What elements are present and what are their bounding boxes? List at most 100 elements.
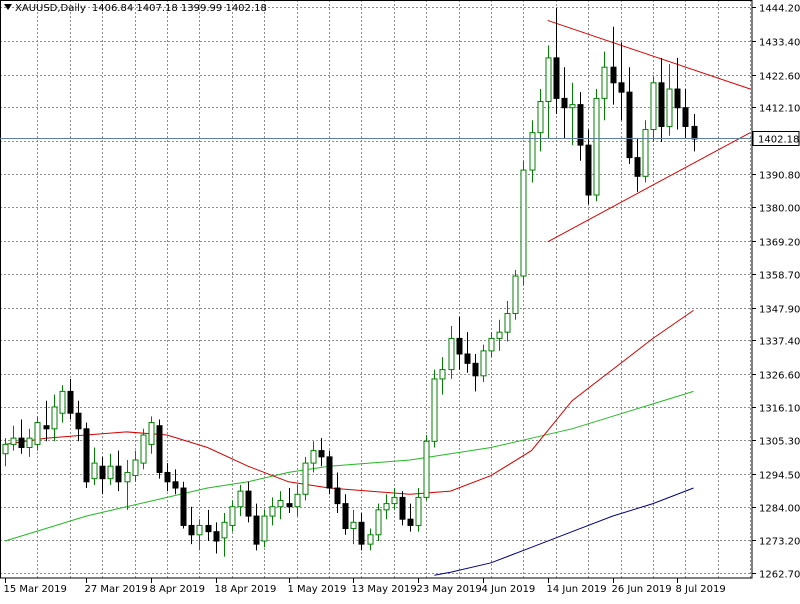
candle-bull <box>367 534 374 545</box>
grid <box>0 0 752 578</box>
y-tick-label: 1444.20 <box>759 4 800 15</box>
candle-bull <box>196 524 203 536</box>
candle-bear <box>626 91 633 159</box>
candle-bear <box>472 362 479 377</box>
x-tick-label: 23 May 2019 <box>417 584 482 595</box>
candle-bear <box>83 428 90 483</box>
candle-bull <box>415 496 422 526</box>
y-tick-label: 1273.20 <box>759 537 800 548</box>
candle-bull <box>269 506 276 517</box>
triangle-lower-line <box>547 132 751 243</box>
candle-bear <box>682 107 689 127</box>
candle-bull <box>391 496 398 505</box>
x-tick-label: 8 Jul 2019 <box>676 584 726 595</box>
ma-fast-line <box>4 309 694 495</box>
candle-bull <box>504 312 511 333</box>
moving-averages <box>4 309 694 576</box>
current-price-tag: 1402.18 <box>752 131 800 146</box>
candle-bear <box>691 125 698 140</box>
candle-bull <box>294 493 301 508</box>
candle-bear <box>205 524 212 533</box>
candle-bear <box>156 425 163 473</box>
candle-bull <box>431 378 438 442</box>
candle-bear <box>164 471 171 483</box>
y-tick-label: 1284.00 <box>759 504 800 515</box>
x-tick-label: 27 Mar 2019 <box>85 584 148 595</box>
y-tick-label: 1369.20 <box>759 238 800 249</box>
x-tick-label: 8 Apr 2019 <box>150 584 205 595</box>
candle-bear <box>245 490 252 517</box>
candle-bull <box>423 440 430 498</box>
candle-bull <box>59 390 66 414</box>
candle-bull <box>107 465 114 480</box>
candle-bull <box>496 331 503 339</box>
x-tick-label: 26 Jun 2019 <box>612 584 672 595</box>
ma-slow-line <box>434 487 694 576</box>
candle-bull <box>488 337 495 352</box>
y-tick-label: 1316.10 <box>759 404 800 415</box>
candle-bull <box>480 350 487 377</box>
dropdown-arrow-icon[interactable] <box>4 4 12 10</box>
candle-bull <box>277 499 284 508</box>
candle-bear <box>253 515 260 545</box>
candle-bull <box>666 88 673 127</box>
candle-bull <box>148 422 155 445</box>
candle-bull <box>439 369 446 380</box>
candle-bull <box>569 104 576 109</box>
current-price-box <box>752 131 800 146</box>
candle-bear <box>188 524 195 536</box>
candle-bear <box>561 97 568 109</box>
candle-bear <box>334 487 341 505</box>
candle-bear <box>585 144 592 196</box>
candle-bull <box>140 434 147 464</box>
candle-bear <box>115 465 122 483</box>
candle-bull <box>545 57 552 103</box>
candle-bear <box>358 521 365 545</box>
candle-bear <box>67 390 74 414</box>
y-tick-label: 1422.60 <box>759 72 800 83</box>
plot-frame <box>0 0 753 579</box>
candle-bear <box>318 450 325 458</box>
candle-bear <box>213 531 220 542</box>
triangle-upper-line <box>547 19 751 90</box>
ohlc-label: 1406.84 1407.18 1399.99 1402.18 <box>91 3 267 14</box>
y-tick-label: 1358.70 <box>759 271 800 282</box>
chart-header: XAUUSD,Daily 1406.84 1407.18 1399.99 1402… <box>4 3 267 14</box>
candle-bull <box>26 437 33 449</box>
candle-bull <box>350 521 357 530</box>
candle-bear <box>326 456 333 489</box>
candle-bear <box>553 57 560 99</box>
candle-bull <box>520 169 527 277</box>
candle-bear <box>658 82 665 127</box>
current-price-text: 1402.18 <box>758 135 799 146</box>
candle-bull <box>375 509 382 536</box>
x-tick-label: 18 Apr 2019 <box>215 584 277 595</box>
y-tick-label: 1337.40 <box>759 337 800 348</box>
x-axis-labels: 15 Mar 2019 27 Mar 2019 8 Apr 2019 18 Apr 2… <box>4 584 726 595</box>
candle-bull <box>512 275 519 314</box>
y-tick-label: 1412.10 <box>759 104 800 115</box>
candle-bull <box>10 437 17 445</box>
candle-bull <box>448 337 455 371</box>
triangle-pattern <box>547 19 751 243</box>
candle-bull <box>593 97 600 196</box>
candles <box>2 7 698 557</box>
candle-bull <box>237 490 244 508</box>
candle-bull <box>91 462 98 480</box>
candle-bear <box>456 337 463 355</box>
candle-bull <box>51 406 58 430</box>
candle-bull <box>261 515 268 542</box>
candle-bear <box>407 518 414 526</box>
x-tick-label: 14 Jun 2019 <box>547 584 607 595</box>
candle-bull <box>2 443 9 455</box>
candle-bear <box>342 503 349 530</box>
candle-bull <box>229 506 236 526</box>
x-tick-label: 1 May 2019 <box>288 584 347 595</box>
y-tick-label: 1380.00 <box>759 204 800 215</box>
candle-bull <box>124 471 131 483</box>
y-tick-label: 1305.30 <box>759 437 800 448</box>
y-tick-label: 1390.80 <box>759 171 800 182</box>
x-tick-label: 4 Jun 2019 <box>482 584 536 595</box>
